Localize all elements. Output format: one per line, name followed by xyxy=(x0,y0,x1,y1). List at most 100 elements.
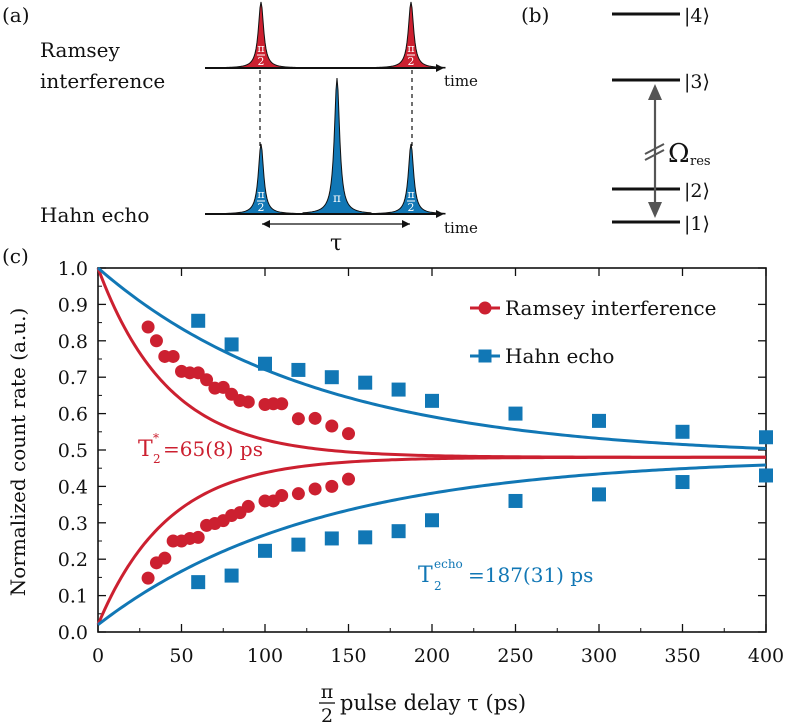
pulse-label-den: 2 xyxy=(258,55,265,68)
ramsey-T-sub: 2 xyxy=(153,452,161,466)
data-points xyxy=(141,313,773,590)
axis-ticks: 0 50 100 150 200 250 300 350 400 0.0 0.1 0.2 0.3 0.4 0… xyxy=(58,258,784,667)
ramsey-data-point xyxy=(275,489,289,502)
hahn-data-point xyxy=(358,530,373,545)
ramsey-data-point xyxy=(342,427,355,441)
hahn-data-point xyxy=(191,313,206,328)
hahn-data-point xyxy=(291,537,306,552)
ramsey-data-point xyxy=(149,334,163,348)
x-tick-label: 150 xyxy=(330,645,366,667)
y-tick-label: 0.5 xyxy=(58,440,88,462)
x-tick-label: 350 xyxy=(664,645,700,667)
ramsey-data-point xyxy=(275,397,289,411)
ramsey-data-point xyxy=(325,479,339,493)
ramsey-data-point xyxy=(325,419,339,433)
pulse-half xyxy=(226,143,296,215)
hahn-data-point xyxy=(224,337,239,352)
pulse-label-num: π xyxy=(257,188,264,201)
y-axis-label: Normalized count rate (a.u.) xyxy=(6,308,30,597)
omega-symbol: Ω xyxy=(668,139,690,169)
ramsey-T: T xyxy=(138,437,153,462)
omega-subscript: res xyxy=(690,154,711,169)
hahn-T-sub: 2 xyxy=(434,579,442,593)
ramsey-data-point xyxy=(200,373,214,387)
fit-curves xyxy=(96,266,767,626)
hahn-data-point xyxy=(592,487,606,502)
hahn-T: T xyxy=(418,563,433,588)
hahn-data-point xyxy=(508,406,523,421)
hahn-data-point xyxy=(324,370,339,385)
hahn-time-label: time xyxy=(444,219,478,237)
x-tick-label: 400 xyxy=(748,645,784,667)
ramsey-data-point xyxy=(241,499,255,513)
x-label-fraction-num: π xyxy=(321,681,334,703)
ramsey-data-point xyxy=(241,395,255,409)
pulse-label-num: π xyxy=(257,42,264,55)
hahn-time-arrowhead xyxy=(436,210,444,218)
ramsey-time-arrowhead xyxy=(436,64,444,72)
legend-ramsey-label: Ramsey interference xyxy=(505,296,716,320)
ramsey-time-label: time xyxy=(444,72,478,90)
x-tick-label: 250 xyxy=(497,645,533,667)
hahn-data-point xyxy=(592,413,606,428)
level-4-label: |4⟩ xyxy=(684,5,710,27)
pulse-label-num: π xyxy=(407,188,414,201)
hahn-data-point xyxy=(675,424,690,439)
pulse-half xyxy=(226,1,296,69)
pulse-label-den: 2 xyxy=(258,201,265,214)
hahn-data-point xyxy=(358,375,373,390)
ramsey-data-point xyxy=(141,320,155,334)
hahn-data-point xyxy=(258,543,272,558)
level-3-label: |3⟩ xyxy=(684,71,710,93)
legend: Ramsey interference Hahn echo xyxy=(470,296,716,368)
ramsey-data-point xyxy=(141,571,155,585)
panel-b: (b) |4⟩ |3⟩ |2⟩ |1⟩ Ω res xyxy=(521,3,711,235)
ramsey-label-line1: Ramsey xyxy=(40,38,121,62)
hahn-annotation: T echo 2 =187(31) ps xyxy=(418,557,593,593)
legend-ramsey-marker xyxy=(478,301,492,315)
break-mark-2 xyxy=(644,149,665,161)
y-tick-label: 1.0 xyxy=(58,258,88,280)
hahn-data-point xyxy=(258,356,272,371)
y-tick-label: 0.6 xyxy=(58,404,88,426)
fit-curve-hahn-lower xyxy=(97,463,767,626)
hahn-data-point xyxy=(291,362,306,377)
x-axis-label: pulse delay τ (ps) xyxy=(340,691,526,715)
tau-label: τ xyxy=(330,231,342,256)
hahn-data-point xyxy=(224,568,239,583)
pulse-label-pi: π xyxy=(333,191,341,205)
ramsey-T-value: =65(8) ps xyxy=(163,437,263,461)
hahn-data-point xyxy=(675,475,690,490)
rabi-arrowhead-up xyxy=(648,84,662,100)
y-tick-label: 0.4 xyxy=(58,476,88,498)
ramsey-data-point xyxy=(308,482,322,496)
ramsey-data-point xyxy=(291,487,305,501)
ramsey-annotation: T * 2 =65(8) ps xyxy=(138,431,263,466)
y-tick-label: 0.1 xyxy=(58,586,88,608)
legend-hahn-marker xyxy=(478,349,492,363)
panel-c-label: (c) xyxy=(2,244,29,268)
pulse-pi xyxy=(302,77,372,215)
y-tick-label: 0.2 xyxy=(58,549,88,571)
ramsey-data-point xyxy=(308,411,322,425)
hahn-data-point xyxy=(191,575,206,590)
x-tick-label: 300 xyxy=(581,645,617,667)
y-tick-label: 0.7 xyxy=(58,367,88,389)
hahn-T-value: =187(31) ps xyxy=(468,563,593,587)
panel-c: (c) 0 50 100 150 200 250 300 350 400 0.0 0.1 0.2 0.3… xyxy=(2,244,784,726)
hahn-data-point xyxy=(324,531,339,546)
pulse-label-num: π xyxy=(407,42,414,55)
break-mark-1 xyxy=(644,143,665,155)
hahn-data-point xyxy=(759,468,773,483)
hahn-data-point xyxy=(425,513,439,528)
hahn-data-point xyxy=(391,524,406,539)
hahn-data-point xyxy=(391,382,406,397)
level-1-label: |1⟩ xyxy=(684,213,710,235)
y-tick-label: 0.9 xyxy=(58,294,88,316)
x-label-fraction-den: 2 xyxy=(321,705,333,726)
y-tick-label: 0.0 xyxy=(58,622,88,644)
hahn-data-point xyxy=(508,493,523,508)
